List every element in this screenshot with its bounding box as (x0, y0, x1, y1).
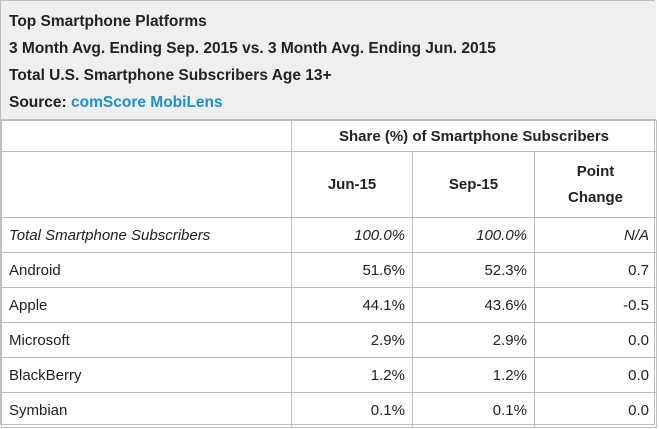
cell-jun: 2.9% (291, 322, 413, 358)
row-label: Android (1, 252, 292, 288)
cell-sep: 1.2% (412, 357, 535, 393)
cell-change: 0.0 (533, 357, 658, 393)
table-row: Microsoft 2.9% 2.9% 0.0 (1, 322, 658, 358)
empty-corner-cell (1, 120, 292, 152)
data-table: Share (%) of Smartphone Subscribers Jun-… (1, 120, 658, 428)
cell-change: 0.0 (533, 322, 658, 358)
cell-sep: 0.1% (412, 392, 535, 428)
table-row: Apple 44.1% 43.6% -0.5 (1, 287, 658, 323)
cell-change: -0.5 (533, 287, 658, 323)
cell-jun: 0.1% (291, 392, 413, 428)
cell-sep: 2.9% (412, 322, 535, 358)
cell-change: 0.0 (533, 392, 658, 428)
row-label: Symbian (1, 392, 292, 428)
cell-jun: 44.1% (291, 287, 413, 323)
cell-change: N/A (533, 217, 658, 253)
column-header-sep: Sep-15 (412, 151, 535, 218)
table-header-block: Top Smartphone Platforms 3 Month Avg. En… (1, 1, 656, 120)
table-subtitle-population: Total U.S. Smartphone Subscribers Age 13… (9, 67, 332, 84)
table-row: Total Smartphone Subscribers 100.0% 100.0%… (1, 217, 658, 253)
column-header-jun: Jun-15 (291, 151, 413, 218)
table-row: BlackBerry 1.2% 1.2% 0.0 (1, 357, 658, 393)
column-header-row: Jun-15 Sep-15 Point Change (1, 151, 658, 218)
source-link[interactable]: comScore MobiLens (71, 94, 223, 111)
group-header-row: Share (%) of Smartphone Subscribers (1, 120, 658, 152)
empty-label-header-cell (1, 151, 292, 218)
row-label: Apple (1, 287, 292, 323)
row-label: Total Smartphone Subscribers (1, 217, 292, 253)
table-row: Symbian 0.1% 0.1% 0.0 (1, 392, 658, 428)
column-header-change: Point Change (533, 151, 658, 218)
group-header: Share (%) of Smartphone Subscribers (290, 120, 658, 152)
source-prefix: Source: (9, 94, 67, 111)
cell-change: 0.7 (533, 252, 658, 288)
row-label: BlackBerry (1, 357, 292, 393)
cell-sep: 100.0% (412, 217, 535, 253)
cell-sep: 52.3% (412, 252, 535, 288)
table-subtitle-period: 3 Month Avg. Ending Sep. 2015 vs. 3 Mont… (9, 40, 496, 57)
table-source: Source: comScore MobiLens (9, 89, 656, 116)
table-title: Top Smartphone Platforms (9, 13, 207, 30)
cell-jun: 51.6% (291, 252, 413, 288)
row-label: Microsoft (1, 322, 292, 358)
cell-jun: 100.0% (291, 217, 413, 253)
cell-jun: 1.2% (291, 357, 413, 393)
table-row: Android 51.6% 52.3% 0.7 (1, 252, 658, 288)
cell-sep: 43.6% (412, 287, 535, 323)
